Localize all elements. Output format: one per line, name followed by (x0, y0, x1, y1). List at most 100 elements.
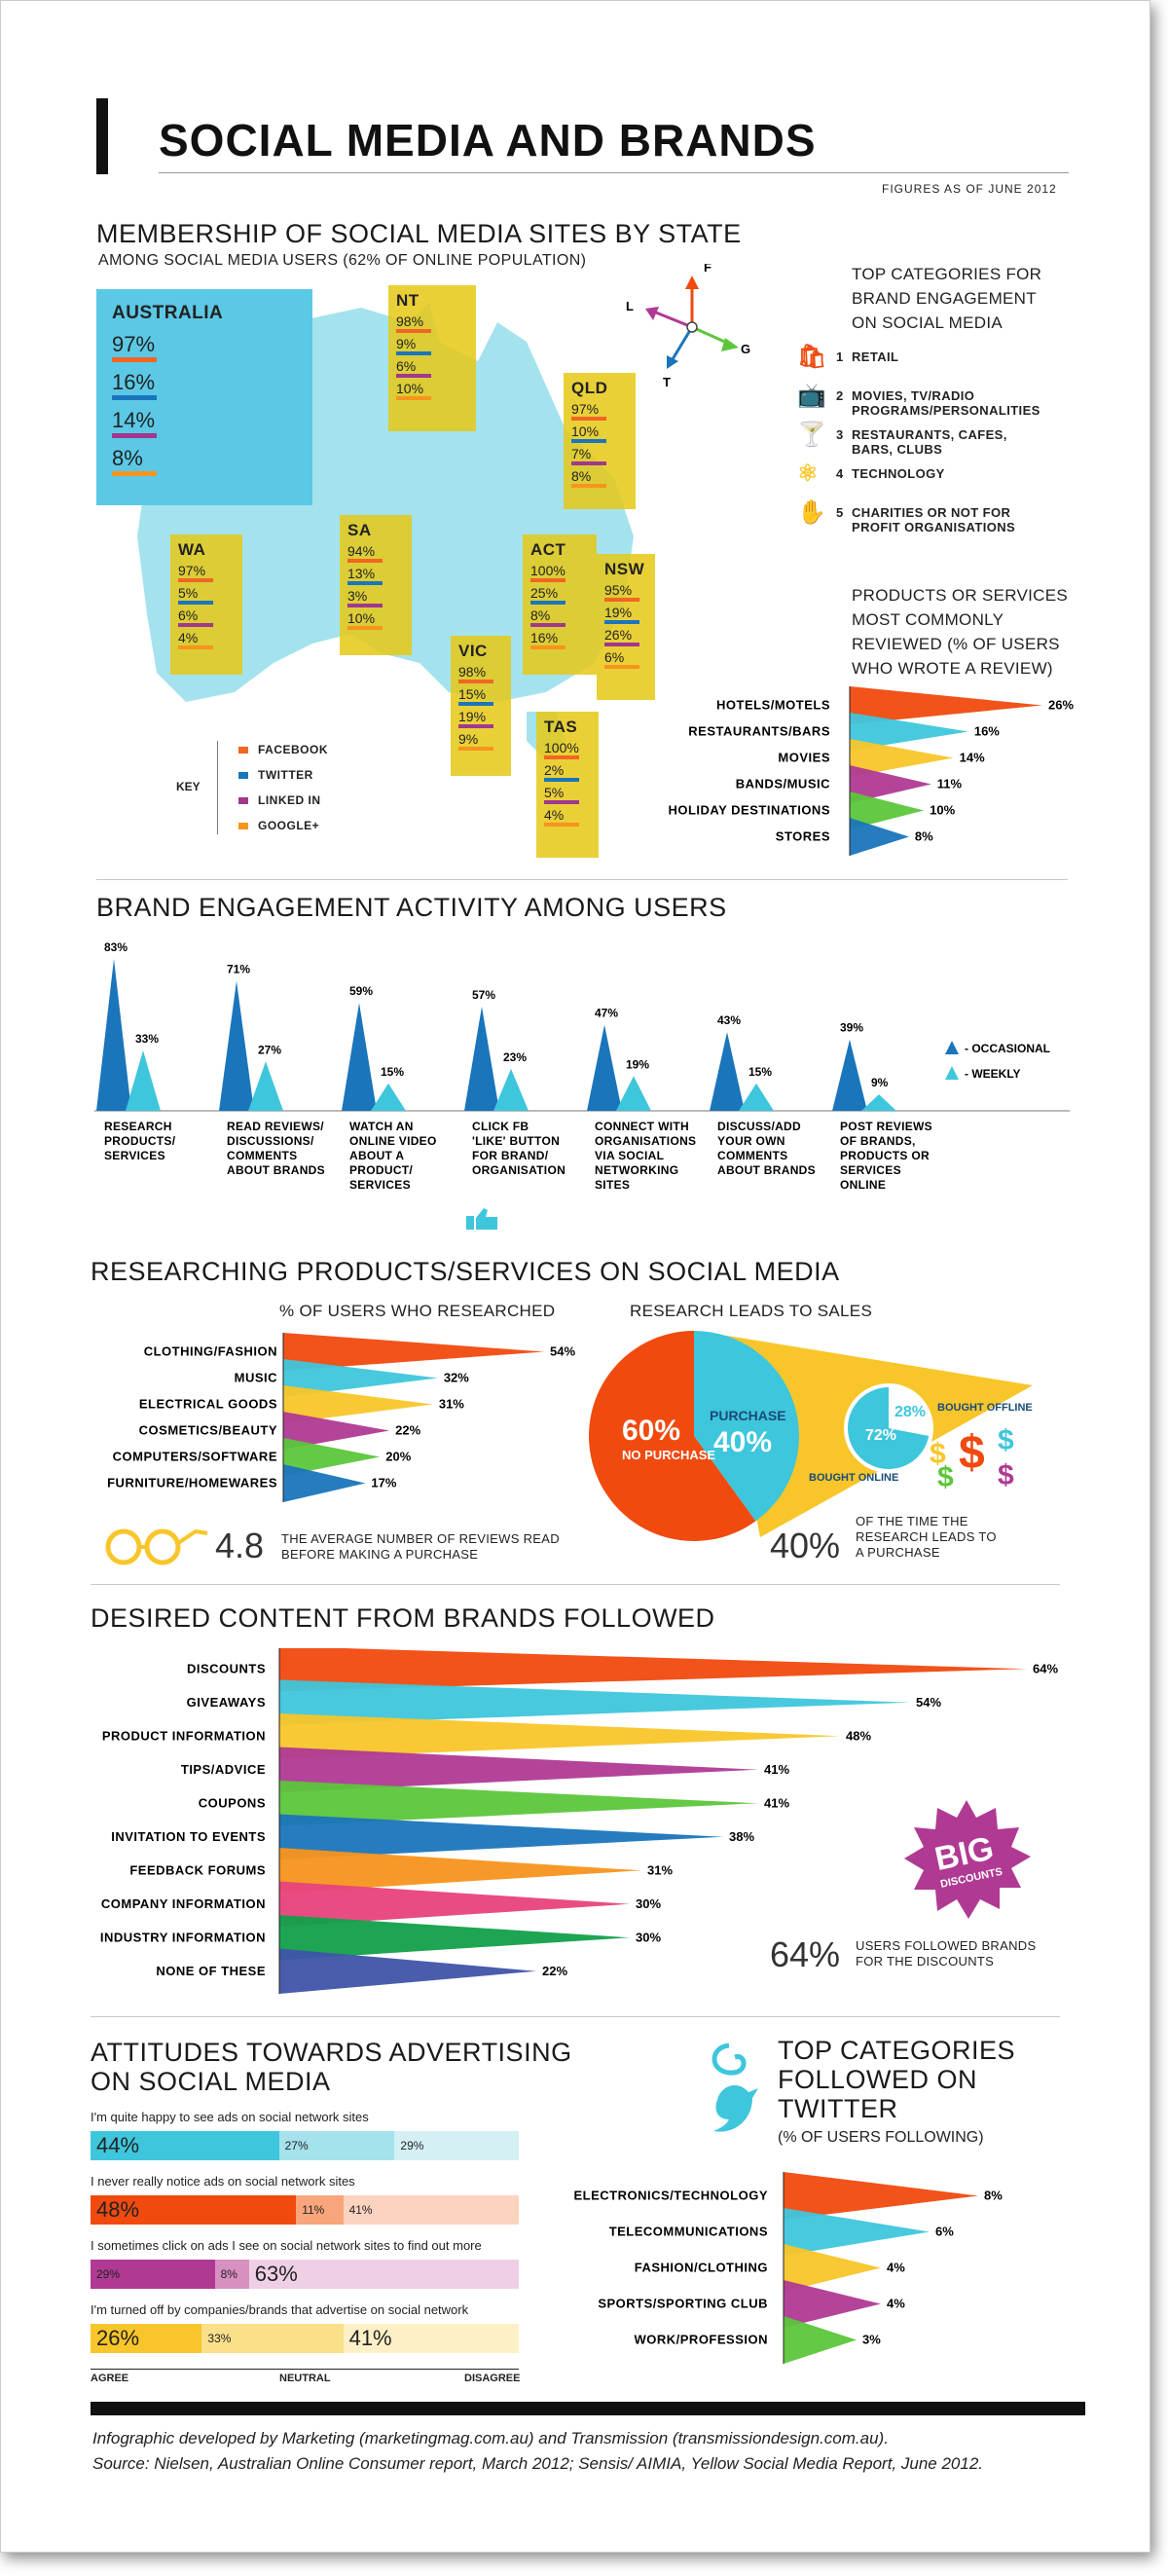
bar-category-label: PRODUCT INFORMATION (102, 1728, 266, 1743)
engagement-title: BRAND ENGAGEMENT ACTIVITY AMONG USERS (96, 893, 727, 922)
australia-box: AUSTRALIA 97% 16% 14% 8% (96, 289, 312, 505)
state-value: 13% (347, 566, 376, 581)
pie-online-pct: 72% (865, 1427, 896, 1444)
state-value: 26% (604, 627, 633, 643)
scale-agree: AGREE (91, 2373, 129, 2384)
sub-pie-online (848, 1387, 930, 1469)
bar-value-label: 31% (647, 1862, 673, 1877)
bar-category-label: CLOTHING/FASHION (144, 1344, 277, 1359)
hand-coin-icon: ✋ (797, 499, 827, 526)
bar-value-label: 30% (636, 1896, 661, 1911)
bar-category-label: FURNITURE/HOMEWARES (107, 1476, 277, 1490)
state-box-act: ACT 100% 25% 8% 16% (523, 534, 597, 675)
state-bar (544, 755, 579, 759)
bar-value-label: 6% (935, 2225, 954, 2239)
australia-facebook-bar (112, 357, 157, 362)
engagement-occasional-label: 71% (227, 963, 250, 976)
state-bar (530, 645, 566, 649)
shopping-bag-icon: 🛍 (797, 344, 827, 370)
bar-value-label: 48% (846, 1728, 871, 1743)
engagement-occasional-mark (587, 1024, 622, 1111)
bar-mark (279, 1679, 910, 1725)
bar-category-label: FASHION/CLOTHING (635, 2261, 768, 2275)
attitude-value: 48% (96, 2197, 140, 2222)
bar-mark (279, 1948, 536, 1994)
attitude-statement: I never really notice ads on social netw… (91, 2174, 355, 2189)
state-value: 6% (178, 607, 199, 623)
legend-weekly-swatch (945, 1066, 959, 1080)
australia-google-bar (112, 471, 157, 476)
bar-mark (279, 1814, 723, 1859)
twitter-title-2: FOLLOWED ON (778, 2065, 978, 2094)
state-bar (347, 581, 383, 585)
attitude-bar: 29% 8% 63% (91, 2260, 519, 2289)
bar-value-label: 54% (916, 1695, 941, 1710)
top-category-item: 🛍 1 RETAIL (797, 346, 1046, 385)
state-bar (458, 747, 493, 751)
engagement-weekly-mark (493, 1068, 529, 1111)
state-value: 15% (458, 686, 487, 702)
state-value: 98% (396, 313, 424, 329)
bar-value-label: 20% (385, 1450, 411, 1464)
state-bar (347, 626, 383, 630)
australia-linkedin-bar (112, 433, 157, 438)
key-label: KEY (176, 780, 201, 793)
attitude-segment: 27% (278, 2131, 395, 2160)
bar-value-label: 4% (887, 2297, 905, 2311)
bar-value-label: 10% (930, 803, 955, 818)
bar-category-label: COMPUTERS/SOFTWARE (113, 1450, 277, 1464)
australia-linkedin-value: 14% (112, 408, 156, 432)
divider-2 (91, 1584, 1060, 1585)
engagement-occasional-mark (464, 1006, 499, 1111)
researched-chart: CLOTHING/FASHION 54% MUSIC 32% ELECTRICAL GO… (107, 1333, 575, 1502)
engagement-weekly-mark (126, 1049, 161, 1111)
attitude-value: 11% (302, 2203, 325, 2217)
attitude-scale-line (91, 2369, 519, 2370)
top-categories-title: TOP CATEGORIES FOR BRAND ENGAGEMENT ON S… (852, 265, 1042, 332)
state-box-nsw: NSW 95% 19% 26% 6% (597, 554, 655, 700)
attitude-value: 63% (254, 2262, 298, 2286)
engagement-weekly-mark (861, 1094, 896, 1111)
key-list: FACEBOOK TWITTER LINKED IN GOOGLE+ (238, 737, 328, 838)
state-bar (604, 620, 639, 624)
state-bar (396, 374, 431, 378)
footer-bar (91, 2402, 1085, 2415)
bar-value-label: 8% (984, 2189, 1003, 2203)
bar-category-label: ELECTRICAL GOODS (139, 1397, 277, 1412)
key-label-text: GOOGLE+ (258, 819, 320, 832)
pie-purchase-label: PURCHASE (710, 1408, 786, 1423)
engagement-weekly-label: 23% (503, 1050, 527, 1064)
attitude-segment: 8% (214, 2260, 249, 2289)
bar-mark (784, 2244, 881, 2292)
bar-mark (283, 1385, 433, 1423)
bar-category-label: MUSIC (235, 1371, 278, 1385)
attitude-value: 29% (96, 2267, 121, 2281)
pie-purchase-pct: 40% (713, 1426, 772, 1458)
engagement-weekly-mark (739, 1083, 774, 1111)
footer-line-1: Infographic developed by Marketing (mark… (92, 2429, 889, 2447)
bar-category-label: BANDS/MUSIC (736, 777, 830, 791)
bar-category-label: INVITATION TO EVENTS (111, 1829, 266, 1844)
state-bar (571, 417, 606, 421)
state-bar (530, 601, 566, 605)
bar-value-label: 38% (729, 1829, 754, 1844)
bar-category-label: INDUSTRY INFORMATION (100, 1930, 266, 1944)
state-value: 95% (604, 582, 633, 598)
engagement-weekly-label: 9% (871, 1076, 889, 1089)
state-value: 4% (544, 807, 565, 823)
bar-value-label: 4% (887, 2261, 905, 2275)
attitude-row: I'm turned off by companies/brands that … (91, 2302, 519, 2367)
state-name: WA (178, 540, 206, 559)
bar-category-label: DISCOUNTS (187, 1661, 266, 1675)
state-value: 6% (396, 358, 417, 374)
attitude-segment: 41% (343, 2324, 519, 2353)
legend-weekly-label: - WEEKLY (965, 1067, 1021, 1081)
attitude-segment: 29% (91, 2260, 215, 2289)
twitter-subtitle: (% OF USERS FOLLOWING) (778, 2129, 984, 2146)
engagement-category-label: CLICK FB 'LIKE' BUTTON FOR BRAND/ORGANISAT… (472, 1120, 566, 1177)
attitude-value: 33% (207, 2332, 232, 2345)
bar-mark (283, 1464, 366, 1502)
engagement-weekly-mark (371, 1083, 406, 1111)
scale-disagree: DISAGREE (464, 2373, 521, 2384)
attitudes-title-2: ON SOCIAL MEDIA (91, 2067, 331, 2096)
